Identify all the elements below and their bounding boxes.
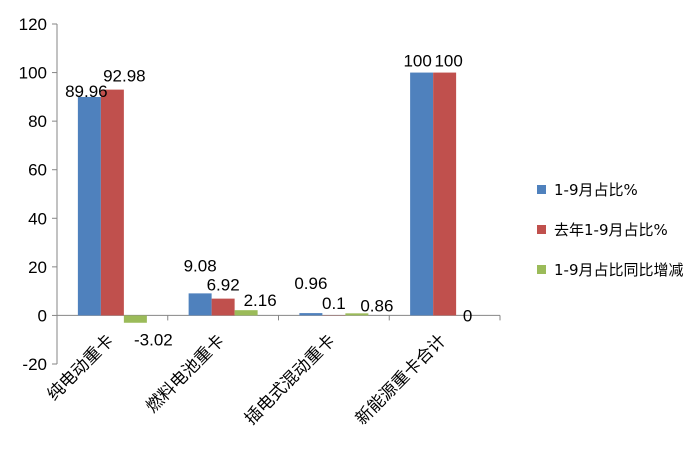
data-label-3-1: 100 <box>434 52 462 71</box>
bar-0-2 <box>123 315 147 323</box>
legend-swatch <box>537 265 546 274</box>
y-tick-label: 100 <box>19 64 47 83</box>
bar-3-1 <box>433 72 457 316</box>
bar-0-0 <box>77 96 101 316</box>
chart-legend: 1-9月占比% 去年1-9月占比% 1-9月占比同比增减 <box>537 181 684 279</box>
chart-bars <box>77 72 457 323</box>
bar-2-0 <box>299 313 323 316</box>
y-tick-label: 60 <box>28 161 47 180</box>
data-label-0-1: 92.98 <box>103 67 146 86</box>
category-label: 新能源重卡合计 <box>352 331 450 429</box>
y-tick-label: 40 <box>28 209 47 228</box>
y-tick-label: 120 <box>19 15 47 34</box>
bar-2-2 <box>345 313 369 316</box>
data-label-0-2: -3.02 <box>134 330 173 349</box>
bar-0-1 <box>100 89 124 316</box>
data-label-3-2: 0 <box>463 306 472 325</box>
bar-3-0 <box>410 72 434 316</box>
y-tick-label: 80 <box>28 112 47 131</box>
data-label-1-1: 6.92 <box>207 276 240 295</box>
bar-1-2 <box>234 310 258 316</box>
data-label-2-1: 0.1 <box>322 294 346 313</box>
y-tick-label: 20 <box>28 258 47 277</box>
category-label: 插电式混动重卡 <box>241 331 339 429</box>
data-label-0-0: 89.96 <box>65 82 108 101</box>
data-label-1-0: 9.08 <box>184 256 217 275</box>
legend-label: 1-9月占比% <box>554 181 638 199</box>
data-label-2-0: 0.96 <box>294 274 327 293</box>
data-label-3-0: 100 <box>403 52 431 71</box>
legend-swatch <box>537 185 546 194</box>
bar-1-1 <box>211 298 235 316</box>
data-label-2-2: 0.86 <box>360 296 393 315</box>
legend-label: 1-9月占比同比增减 <box>554 261 684 279</box>
legend-swatch <box>537 225 546 234</box>
category-label: 纯电动重卡 <box>44 331 118 405</box>
y-tick-label: -20 <box>22 355 47 374</box>
bar-1-0 <box>188 293 212 316</box>
legend-label: 去年1-9月占比% <box>554 221 668 239</box>
y-tick-label: 0 <box>38 306 47 325</box>
data-label-1-2: 2.16 <box>244 291 277 310</box>
